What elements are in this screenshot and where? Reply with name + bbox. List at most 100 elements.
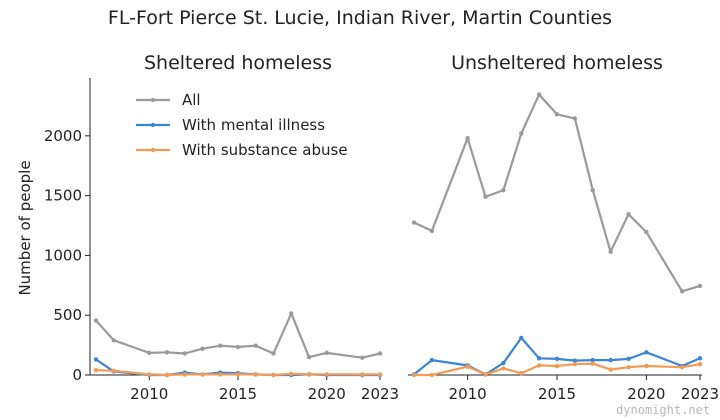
sheltered-point-all-2018 <box>289 311 294 316</box>
unsheltered-point-with-mental-illness-2017 <box>590 357 595 363</box>
unsheltered-panel: Unsheltered homeless 2010 2015 2020 2023 <box>408 52 719 403</box>
sheltered-point-with-substance-abuse-2018 <box>289 371 294 377</box>
sheltered-point-with-substance-abuse-2013 <box>200 372 205 377</box>
unsheltered-point-all-2010 <box>465 136 470 141</box>
sheltered-point-all-2007 <box>93 318 99 323</box>
unsheltered-point-with-mental-illness-2014 <box>536 356 542 361</box>
unsheltered-point-all-2023 <box>697 283 703 289</box>
unsheltered-point-all-2007 <box>411 220 417 225</box>
sheltered-point-with-substance-abuse-2020 <box>324 372 329 377</box>
unsheltered-series-all <box>412 93 702 293</box>
unsheltered-point-with-substance-abuse-2014 <box>536 363 542 368</box>
unsheltered-point-all-2013 <box>519 131 524 136</box>
unsheltered-point-with-substance-abuse-2011 <box>483 372 488 377</box>
unsheltered-point-with-mental-illness-2019 <box>626 356 631 362</box>
unsheltered-point-with-mental-illness-2012 <box>501 360 506 366</box>
unsheltered-point-with-mental-illness-2008 <box>429 357 435 363</box>
legend-marker-all <box>150 97 156 103</box>
unsheltered-point-with-substance-abuse-2023 <box>697 362 703 367</box>
legend-marker-with-substance-abuse <box>150 147 156 153</box>
sheltered-point-all-2023 <box>377 351 383 356</box>
sheltered-series-all <box>94 312 382 359</box>
sheltered-point-all-2022 <box>360 355 365 360</box>
sheltered-point-all-2012 <box>182 351 187 356</box>
unsheltered-point-with-substance-abuse-2010 <box>465 364 470 369</box>
unsheltered-point-all-2014 <box>536 92 542 97</box>
unsheltered-point-with-mental-illness-2018 <box>608 357 613 363</box>
unsheltered-x-tick-label-2020: 2020 <box>627 385 665 403</box>
y-axis-label: Number of people <box>16 160 34 295</box>
sheltered-point-with-substance-abuse-2019 <box>306 372 312 377</box>
unsheltered-point-with-substance-abuse-2020 <box>644 363 649 369</box>
unsheltered-point-all-2020 <box>644 229 649 235</box>
unsheltered-x-tick-label-2010: 2010 <box>449 385 487 403</box>
unsheltered-point-all-2008 <box>429 228 435 234</box>
sheltered-x-tick-label-2015: 2015 <box>219 385 257 403</box>
sheltered-point-all-2020 <box>324 350 329 356</box>
sheltered-point-all-2017 <box>271 351 276 356</box>
legend: All With mental illness With substance abu… <box>136 91 348 159</box>
sheltered-point-all-2015 <box>235 344 241 350</box>
watermark: dynomight.net <box>616 403 710 417</box>
legend-marker-with-mental-illness <box>150 122 156 128</box>
unsheltered-point-all-2015 <box>554 112 560 117</box>
sheltered-y-tick-label-1000: 1000 <box>44 246 82 264</box>
sheltered-point-with-substance-abuse-2011 <box>164 372 170 378</box>
sheltered-y-tick-label-1500: 1500 <box>44 187 82 205</box>
unsheltered-point-all-2018 <box>608 249 613 255</box>
sheltered-point-all-2013 <box>200 346 205 351</box>
legend-label-all: All <box>182 91 201 109</box>
unsheltered-point-with-mental-illness-2020 <box>644 350 649 355</box>
unsheltered-point-with-substance-abuse-2012 <box>501 366 506 371</box>
sheltered-x-tick-label-2020: 2020 <box>308 385 346 403</box>
sheltered-point-with-substance-abuse-2017 <box>271 372 276 378</box>
unsheltered-point-with-substance-abuse-2007 <box>411 372 417 378</box>
legend-label-with-substance-abuse: With substance abuse <box>182 141 348 159</box>
sheltered-y-tick-label-2000: 2000 <box>44 127 82 145</box>
unsheltered-point-with-substance-abuse-2015 <box>554 363 560 369</box>
unsheltered-point-with-mental-illness-2016 <box>572 358 578 363</box>
unsheltered-point-with-substance-abuse-2019 <box>626 365 631 370</box>
unsheltered-point-with-mental-illness-2013 <box>519 335 524 341</box>
unsheltered-point-all-2012 <box>501 188 506 193</box>
sheltered-point-with-substance-abuse-2016 <box>253 372 258 377</box>
unsheltered-panel-title: Unsheltered homeless <box>451 52 663 74</box>
sheltered-y-tick-label-500: 500 <box>53 306 82 324</box>
unsheltered-point-all-2011 <box>483 194 488 200</box>
unsheltered-point-with-substance-abuse-2008 <box>429 372 435 378</box>
sheltered-point-with-substance-abuse-2010 <box>147 372 152 377</box>
unsheltered-point-with-substance-abuse-2016 <box>572 362 578 367</box>
sheltered-x-tick-label-2010: 2010 <box>130 385 168 403</box>
unsheltered-point-with-mental-illness-2015 <box>554 356 560 362</box>
unsheltered-point-all-2022 <box>679 289 685 294</box>
sheltered-y-tick-label-0: 0 <box>72 366 82 384</box>
sheltered-point-all-2019 <box>306 354 312 360</box>
unsheltered-point-with-mental-illness-2023 <box>697 356 703 361</box>
sheltered-point-with-substance-abuse-2008 <box>111 368 116 374</box>
unsheltered-point-with-substance-abuse-2013 <box>519 371 524 376</box>
unsheltered-x-tick-label-2023: 2023 <box>681 385 719 403</box>
figure-title: FL-Fort Pierce St. Lucie, Indian River, … <box>108 7 612 29</box>
sheltered-point-all-2011 <box>164 350 170 355</box>
unsheltered-point-all-2019 <box>626 211 631 217</box>
unsheltered-point-all-2017 <box>590 188 595 193</box>
sheltered-point-with-substance-abuse-2023 <box>377 372 383 377</box>
sheltered-panel-title: Sheltered homeless <box>144 52 332 74</box>
unsheltered-point-all-2016 <box>572 116 578 121</box>
sheltered-panel: Sheltered homeless Number of people 2010… <box>16 52 399 403</box>
sheltered-point-with-substance-abuse-2014 <box>218 372 223 377</box>
legend-label-with-mental-illness: With mental illness <box>182 116 325 134</box>
sheltered-point-all-2008 <box>111 338 116 343</box>
sheltered-point-with-substance-abuse-2015 <box>235 372 241 377</box>
sheltered-point-with-substance-abuse-2012 <box>182 372 187 377</box>
unsheltered-point-with-substance-abuse-2017 <box>590 361 595 366</box>
unsheltered-x-tick-label-2015: 2015 <box>538 385 576 403</box>
sheltered-x-tick-label-2023: 2023 <box>361 385 399 403</box>
sheltered-point-with-mental-illness-2007 <box>93 357 99 362</box>
sheltered-point-all-2010 <box>147 350 152 356</box>
sheltered-point-all-2016 <box>253 343 258 348</box>
unsheltered-point-with-substance-abuse-2022 <box>679 365 685 370</box>
sheltered-point-all-2014 <box>218 343 223 348</box>
sheltered-point-with-substance-abuse-2007 <box>93 368 99 373</box>
